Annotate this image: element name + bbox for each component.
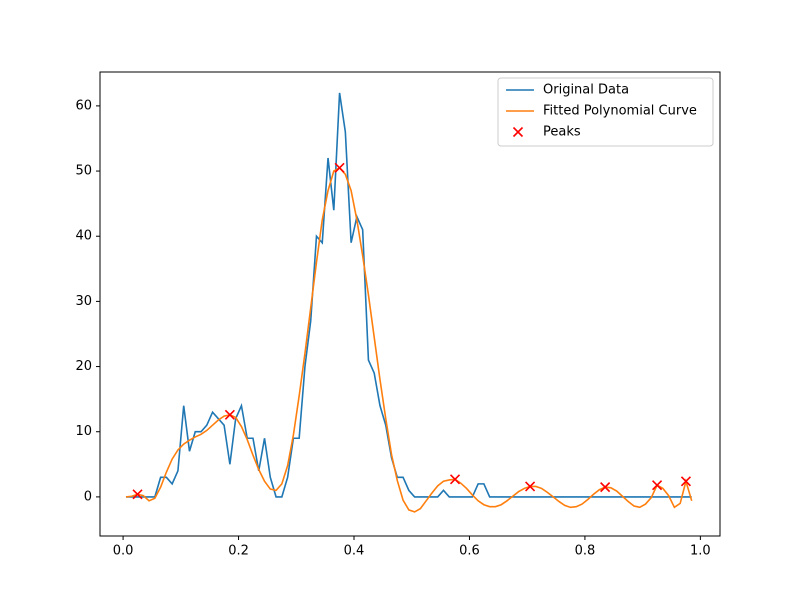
- peak-marker: [525, 481, 536, 492]
- peak-marker: [600, 482, 611, 493]
- x-tick-label: 0.2: [228, 544, 249, 559]
- legend-label: Original Data: [543, 83, 629, 98]
- peak-marker: [132, 489, 143, 500]
- axes-frame: [99, 71, 721, 537]
- peak-marker: [334, 162, 345, 173]
- peak-marker: [224, 409, 235, 420]
- legend-box: [497, 77, 714, 147]
- legend: Original Data Fitted Polynomial Curve Peak…: [497, 77, 714, 147]
- x-tick-label: 0.8: [575, 544, 596, 559]
- line-series: [125, 92, 692, 498]
- peak-marker: [680, 476, 692, 487]
- y-tick-label: 40: [75, 229, 92, 244]
- legend-label: Peaks: [543, 125, 581, 140]
- x-tick-label: 0.4: [344, 544, 365, 559]
- x-tick-label: 0.6: [459, 544, 480, 559]
- y-tick-label: 30: [75, 294, 92, 309]
- peak-marker: [652, 480, 663, 491]
- y-tick-label: 0: [84, 489, 92, 504]
- x-tick-label: 1.0: [690, 544, 711, 559]
- y-tick-label: 50: [75, 164, 92, 179]
- peak-marker: [449, 474, 461, 485]
- y-tick-label: 60: [75, 98, 92, 113]
- legend-marker: [512, 126, 524, 138]
- legend-label: Fitted Polynomial Curve: [543, 104, 697, 119]
- y-tick-label: 10: [75, 424, 92, 439]
- line-series: [125, 166, 693, 513]
- x-tick-label: 0.0: [113, 544, 134, 559]
- y-tick-label: 20: [75, 359, 92, 374]
